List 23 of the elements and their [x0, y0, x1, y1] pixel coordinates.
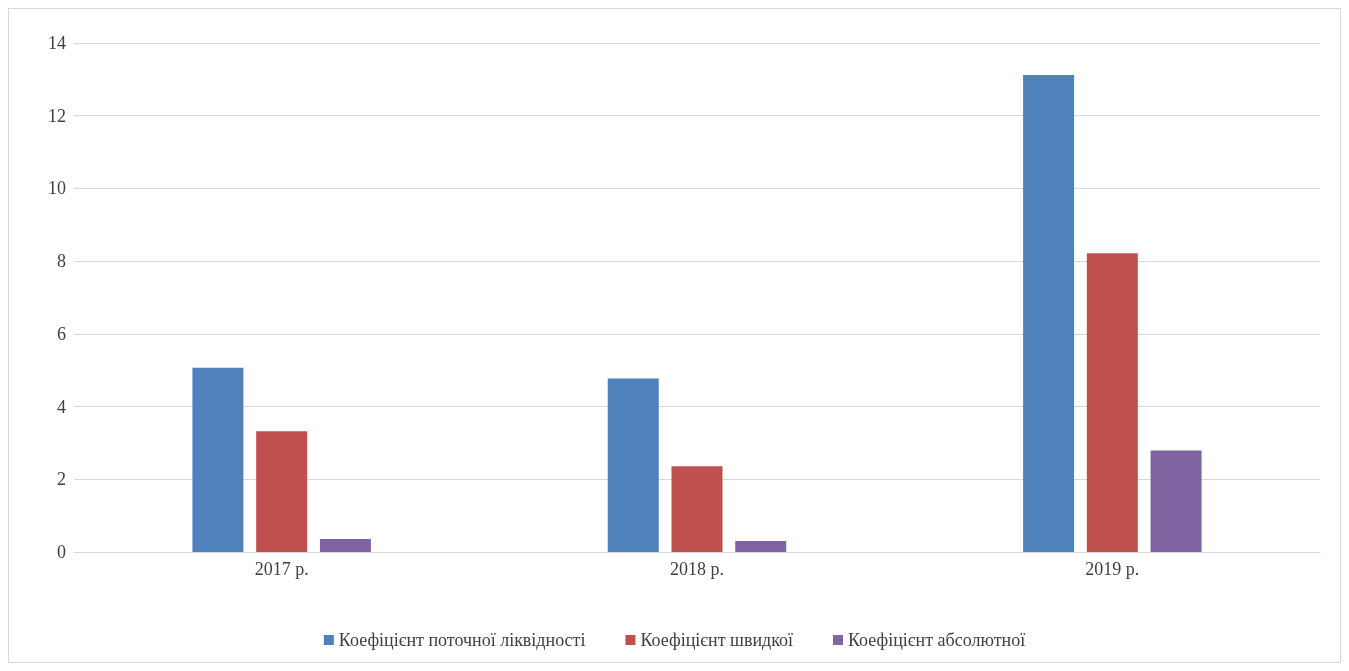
- y-tick-label: 14: [48, 33, 66, 53]
- legend-label: Коефіцієнт швидкої: [640, 630, 794, 650]
- bar: [256, 431, 308, 552]
- x-tick-label: 2018 р.: [670, 559, 724, 579]
- bar: [735, 541, 787, 552]
- y-tick-label: 4: [57, 396, 66, 417]
- bar: [319, 538, 371, 552]
- y-tick-label: 2: [57, 469, 66, 490]
- bar: [1023, 74, 1075, 552]
- bar: [1086, 253, 1138, 552]
- y-tick-label: 6: [57, 323, 66, 344]
- bar: [607, 378, 659, 552]
- y-tick-label: 8: [57, 251, 66, 272]
- bar: [1150, 450, 1202, 552]
- bar: [192, 367, 244, 552]
- bar: [671, 466, 723, 552]
- x-tick-label: 2017 р.: [254, 559, 309, 579]
- legend-label: Коефіцієнт поточної ліквідності: [338, 630, 586, 650]
- y-tick-label: 10: [48, 178, 66, 199]
- legend-label: Коефіцієнт абсолютної: [848, 630, 1026, 650]
- x-tick-label: 2019 р.: [1085, 559, 1140, 579]
- y-tick-label: 12: [48, 105, 66, 126]
- y-tick-label: 0: [57, 542, 66, 562]
